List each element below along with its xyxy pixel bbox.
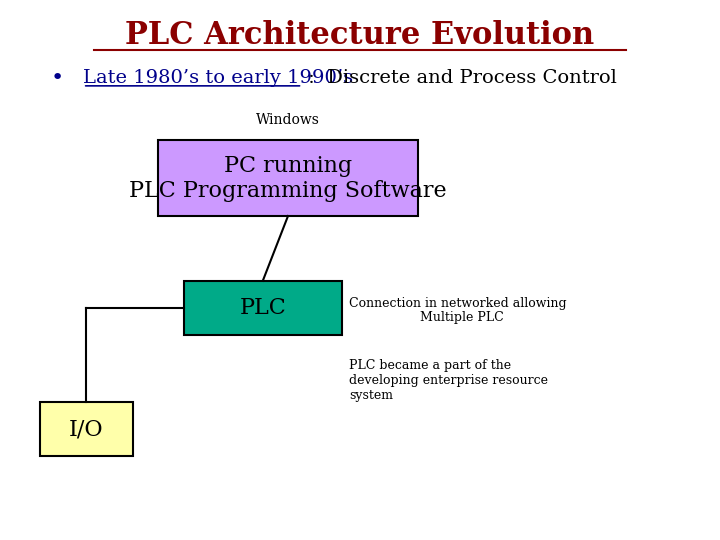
Text: Late 1980’s to early 1990’s: Late 1980’s to early 1990’s (83, 69, 353, 87)
FancyBboxPatch shape (184, 281, 342, 335)
Text: Connection in networked allowing
  Multiple PLC: Connection in networked allowing Multipl… (349, 296, 567, 325)
Text: PLC Architecture Evolution: PLC Architecture Evolution (125, 19, 595, 51)
Text: PLC: PLC (240, 297, 286, 319)
Text: PLC became a part of the
developing enterprise resource
system: PLC became a part of the developing ente… (349, 359, 548, 402)
FancyBboxPatch shape (40, 402, 133, 456)
Text: Windows: Windows (256, 113, 320, 127)
Text: •: • (50, 68, 63, 89)
Text: PC running
PLC Programming Software: PC running PLC Programming Software (129, 154, 447, 202)
FancyBboxPatch shape (158, 140, 418, 216)
Text: I/O: I/O (69, 418, 104, 440)
Text: :  Discrete and Process Control: : Discrete and Process Control (302, 69, 617, 87)
